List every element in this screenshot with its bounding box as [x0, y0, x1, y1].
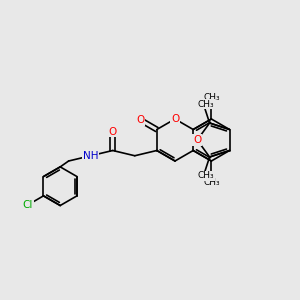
Text: CH₃: CH₃	[198, 100, 214, 109]
Text: NH: NH	[83, 151, 98, 161]
Text: Cl: Cl	[23, 200, 33, 210]
Text: O: O	[193, 135, 201, 145]
Text: Cl: Cl	[23, 200, 33, 210]
Text: CH₃: CH₃	[203, 178, 220, 187]
Text: O: O	[109, 127, 117, 136]
Text: CH₃: CH₃	[203, 93, 220, 102]
Text: CH₃: CH₃	[198, 172, 214, 181]
Text: O: O	[171, 114, 179, 124]
Text: O: O	[136, 115, 145, 125]
Text: O: O	[171, 114, 179, 124]
Text: O: O	[109, 127, 117, 136]
Text: O: O	[193, 135, 201, 145]
Text: O: O	[136, 115, 145, 125]
Text: NH: NH	[83, 151, 98, 161]
